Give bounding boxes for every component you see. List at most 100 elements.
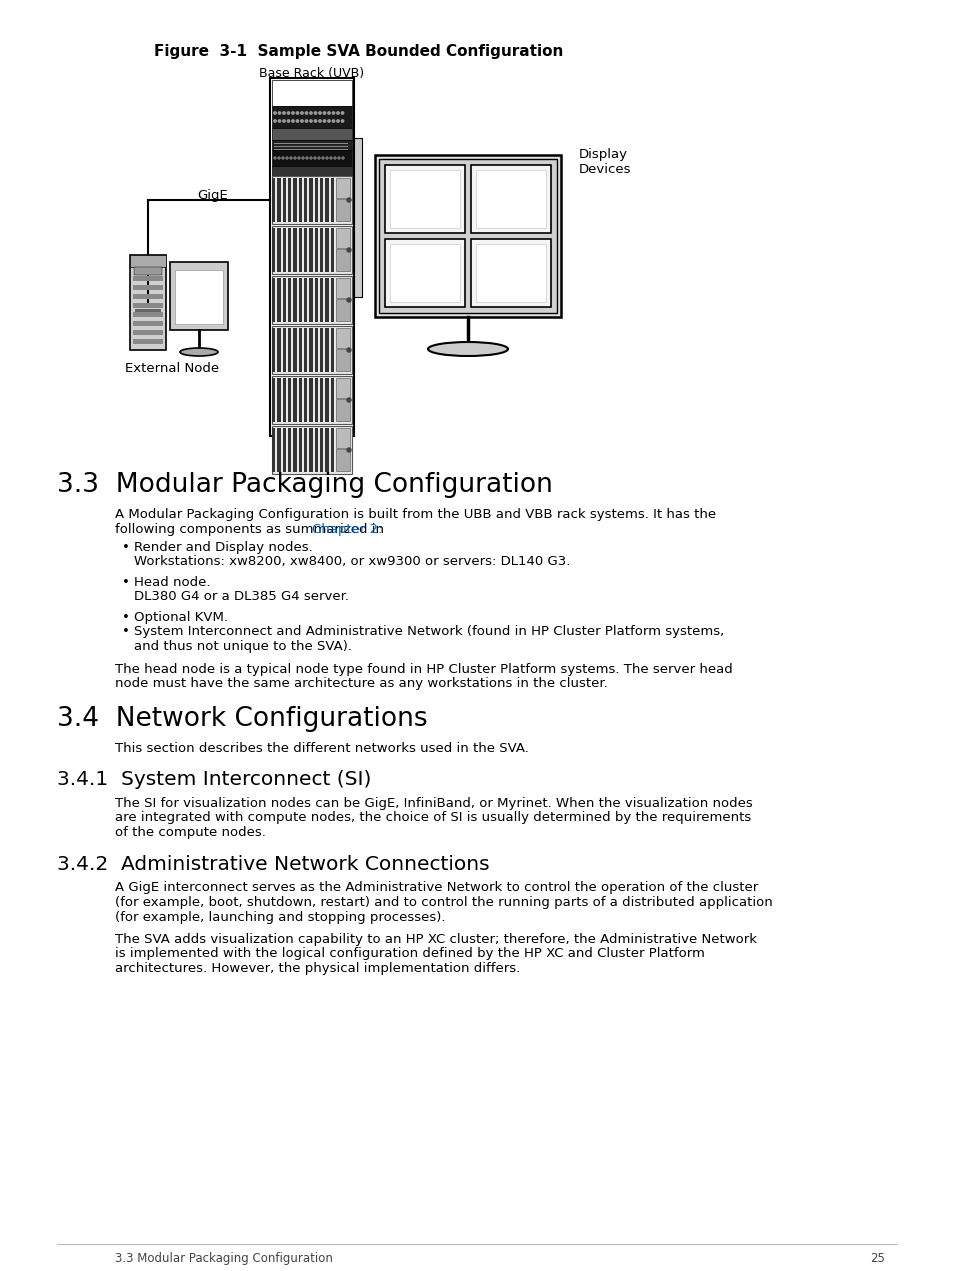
Bar (309, 278, 313, 322)
Bar (298, 228, 302, 272)
Bar (304, 178, 307, 222)
Bar (132, 322, 163, 325)
Bar (335, 399, 350, 421)
Bar (325, 278, 329, 322)
Bar (270, 78, 354, 436)
Bar (325, 228, 329, 272)
Circle shape (292, 119, 294, 122)
Bar (272, 428, 275, 472)
Circle shape (296, 112, 298, 114)
Bar (309, 428, 313, 472)
Bar (298, 428, 302, 472)
Circle shape (305, 112, 308, 114)
Bar (314, 428, 317, 472)
Bar (277, 328, 280, 372)
Text: Display
Devices: Display Devices (578, 147, 631, 175)
Bar (331, 278, 334, 322)
Bar (282, 178, 286, 222)
Circle shape (347, 248, 351, 252)
Circle shape (332, 119, 335, 122)
Circle shape (292, 112, 294, 114)
Circle shape (287, 112, 290, 114)
Bar (288, 178, 292, 222)
Bar (288, 428, 292, 472)
Bar (325, 178, 329, 222)
Circle shape (318, 112, 321, 114)
Circle shape (282, 112, 285, 114)
Circle shape (341, 119, 343, 122)
Bar (272, 426, 352, 474)
Circle shape (294, 158, 295, 159)
Text: •: • (122, 611, 130, 624)
Bar (331, 178, 334, 222)
Circle shape (306, 158, 308, 159)
Bar (272, 178, 275, 222)
Text: (for example, boot, shutdown, restart) and to control the running parts of a dis: (for example, boot, shutdown, restart) a… (115, 896, 772, 909)
Circle shape (310, 158, 312, 159)
Bar (132, 311, 163, 316)
Circle shape (347, 398, 351, 402)
Bar (385, 165, 464, 233)
Bar (135, 309, 161, 311)
Circle shape (302, 158, 304, 159)
Text: The SI for visualization nodes can be GigE, InfiniBand, or Myrinet. When the vis: The SI for visualization nodes can be Gi… (115, 797, 752, 810)
Text: following components as summarized in: following components as summarized in (115, 522, 388, 535)
Text: 3.4.2  Administrative Network Connections: 3.4.2 Administrative Network Connections (57, 854, 489, 873)
Bar (132, 276, 163, 281)
Bar (272, 226, 352, 275)
Circle shape (287, 119, 290, 122)
Bar (272, 105, 352, 128)
Circle shape (282, 158, 284, 159)
Circle shape (310, 119, 312, 122)
Bar (288, 328, 292, 372)
Circle shape (296, 119, 298, 122)
Text: A Modular Packaging Configuration is built from the UBB and VBB rack systems. It: A Modular Packaging Configuration is bui… (115, 508, 716, 521)
Circle shape (300, 119, 303, 122)
Circle shape (322, 158, 324, 159)
Bar (277, 428, 280, 472)
Text: This section describes the different networks used in the SVA.: This section describes the different net… (115, 741, 528, 755)
Bar (304, 328, 307, 372)
Text: The SVA adds visualization capability to an HP XC cluster; therefore, the Admini: The SVA adds visualization capability to… (115, 933, 757, 946)
Bar (277, 178, 280, 222)
Bar (476, 170, 545, 228)
Text: architectures. However, the physical implementation differs.: architectures. However, the physical imp… (115, 962, 519, 975)
Text: •: • (122, 576, 130, 588)
Text: 3.4  Network Configurations: 3.4 Network Configurations (57, 705, 427, 732)
Circle shape (336, 119, 339, 122)
Bar (130, 255, 166, 350)
Text: Workstations: xw8200, xw8400, or xw9300 or servers: DL140 G3.: Workstations: xw8200, xw8400, or xw9300 … (133, 555, 570, 568)
Circle shape (290, 158, 292, 159)
Bar (331, 377, 334, 422)
Bar (277, 278, 280, 322)
Circle shape (332, 112, 335, 114)
Bar (319, 328, 323, 372)
Bar (274, 142, 348, 144)
Circle shape (347, 198, 351, 202)
Bar (304, 377, 307, 422)
Bar (277, 228, 280, 272)
Bar (293, 328, 296, 372)
Text: Head node.: Head node. (133, 576, 211, 588)
Circle shape (310, 112, 312, 114)
Circle shape (334, 158, 335, 159)
Circle shape (278, 119, 280, 122)
Bar (133, 267, 162, 275)
Bar (331, 328, 334, 372)
Bar (314, 278, 317, 322)
Circle shape (300, 112, 303, 114)
Bar (335, 377, 350, 398)
Text: 3.4.1  System Interconnect (SI): 3.4.1 System Interconnect (SI) (57, 770, 371, 789)
Bar (314, 328, 317, 372)
Bar (335, 328, 350, 348)
Bar (298, 278, 302, 322)
Text: and thus not unique to the SVA).: and thus not unique to the SVA). (133, 641, 352, 653)
Text: Optional KVM.: Optional KVM. (133, 611, 228, 624)
Bar (293, 178, 296, 222)
Bar (298, 178, 302, 222)
Bar (130, 255, 166, 267)
Bar (272, 376, 352, 425)
Text: External Node: External Node (125, 362, 219, 375)
Text: Chapter 2:: Chapter 2: (312, 522, 382, 535)
Text: 3.3  Modular Packaging Configuration: 3.3 Modular Packaging Configuration (57, 472, 553, 498)
